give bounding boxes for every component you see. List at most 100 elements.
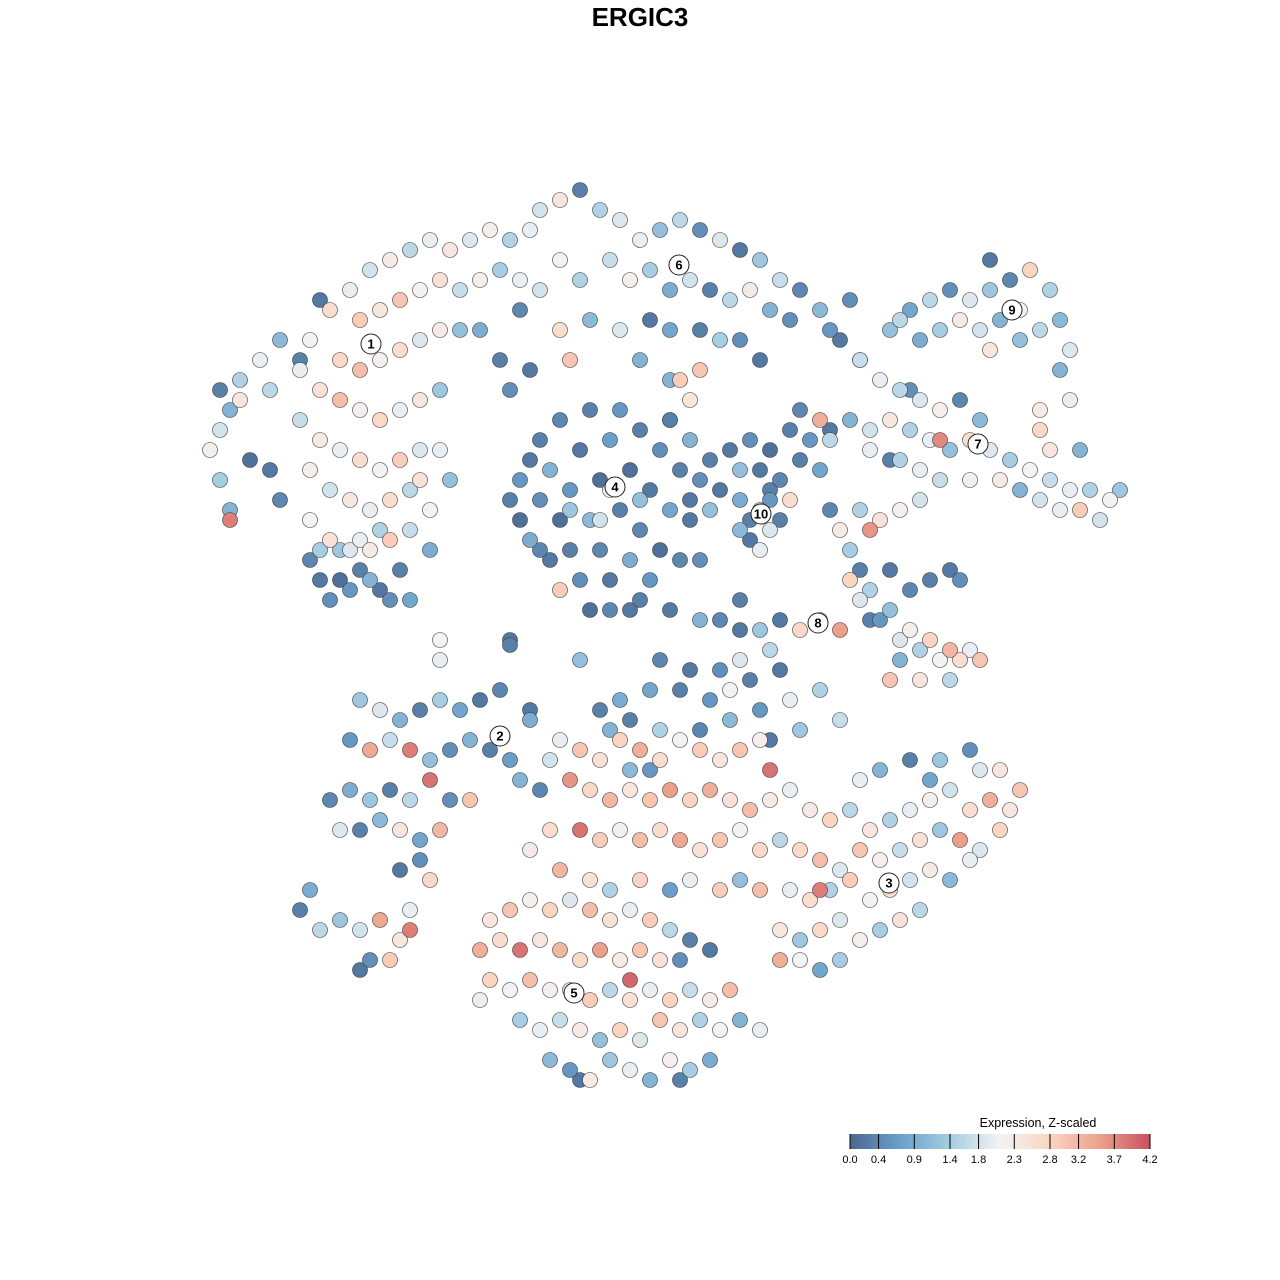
data-point <box>852 772 868 788</box>
colorbar-legend: Expression, Z-scaled 0.0 0.4 0.9 1.4 1.8 2.3 2… <box>842 1116 1157 1166</box>
data-point <box>872 762 888 778</box>
cluster-label-text: 4 <box>611 480 619 495</box>
data-point <box>612 502 628 518</box>
data-point <box>862 582 878 598</box>
data-point <box>622 462 638 478</box>
cluster-label: 8 <box>807 612 829 634</box>
data-point <box>912 902 928 918</box>
data-point <box>822 322 838 338</box>
data-point <box>532 1022 548 1038</box>
data-point <box>872 922 888 938</box>
data-point <box>712 662 728 678</box>
data-point <box>932 752 948 768</box>
data-point <box>512 472 528 488</box>
data-point <box>622 552 638 568</box>
data-point <box>962 852 978 868</box>
data-point <box>252 352 268 368</box>
data-point <box>812 682 828 698</box>
data-point <box>362 502 378 518</box>
data-point <box>352 562 368 578</box>
data-point <box>552 412 568 428</box>
data-point <box>882 322 898 338</box>
cluster-label-text: 1 <box>367 337 374 352</box>
cluster-label-badge <box>360 333 382 355</box>
data-point <box>682 792 698 808</box>
data-point <box>512 272 528 288</box>
data-point <box>812 922 828 938</box>
data-point <box>812 412 828 428</box>
data-point <box>892 632 908 648</box>
data-point <box>332 572 348 588</box>
data-point <box>712 882 728 898</box>
data-point <box>392 932 408 948</box>
data-point <box>902 802 918 818</box>
data-point <box>642 912 658 928</box>
data-point <box>402 482 418 498</box>
data-point <box>442 742 458 758</box>
data-point <box>532 202 548 218</box>
data-point <box>622 762 638 778</box>
data-point <box>992 762 1008 778</box>
data-point <box>702 692 718 708</box>
data-point <box>732 652 748 668</box>
data-point <box>1012 482 1028 498</box>
data-point <box>752 542 768 558</box>
data-point <box>652 652 668 668</box>
data-point <box>522 452 538 468</box>
data-point <box>292 412 308 428</box>
data-point <box>952 652 968 668</box>
data-point <box>432 272 448 288</box>
data-point <box>392 452 408 468</box>
data-point <box>622 712 638 728</box>
data-point <box>682 392 698 408</box>
data-point <box>382 532 398 548</box>
data-point <box>692 842 708 858</box>
data-point <box>412 702 428 718</box>
data-point <box>312 292 328 308</box>
data-point <box>332 392 348 408</box>
data-point <box>432 822 448 838</box>
data-point <box>532 932 548 948</box>
data-point <box>592 1032 608 1048</box>
data-point <box>652 722 668 738</box>
data-point <box>912 832 928 848</box>
data-point <box>962 802 978 818</box>
data-point <box>632 232 648 248</box>
data-point <box>612 692 628 708</box>
data-point <box>912 332 928 348</box>
data-point <box>572 572 588 588</box>
cluster-label-text: 7 <box>974 437 981 452</box>
data-point <box>852 932 868 948</box>
data-point <box>1032 322 1048 338</box>
data-point <box>662 1052 678 1068</box>
data-point <box>392 292 408 308</box>
data-point <box>552 732 568 748</box>
data-point <box>582 782 598 798</box>
data-point <box>682 662 698 678</box>
data-point <box>652 952 668 968</box>
data-point <box>792 932 808 948</box>
data-point <box>1032 492 1048 508</box>
cluster-label-badge <box>967 433 989 455</box>
data-point <box>642 1072 658 1088</box>
data-point <box>1012 332 1028 348</box>
data-point <box>932 322 948 338</box>
colorbar-title: Expression, Z-scaled <box>980 1116 1097 1130</box>
cluster-label-badge <box>563 982 585 1004</box>
data-point <box>572 742 588 758</box>
data-point <box>582 402 598 418</box>
data-point <box>292 902 308 918</box>
data-point <box>942 872 958 888</box>
data-point <box>372 812 388 828</box>
data-point <box>1022 262 1038 278</box>
data-point <box>592 832 608 848</box>
data-point <box>412 332 428 348</box>
data-point <box>732 822 748 838</box>
data-point <box>482 742 498 758</box>
data-point <box>492 682 508 698</box>
data-point <box>1042 442 1058 458</box>
data-point <box>272 492 288 508</box>
data-point <box>872 372 888 388</box>
data-point <box>922 772 938 788</box>
cluster-label: 10 <box>750 503 772 525</box>
